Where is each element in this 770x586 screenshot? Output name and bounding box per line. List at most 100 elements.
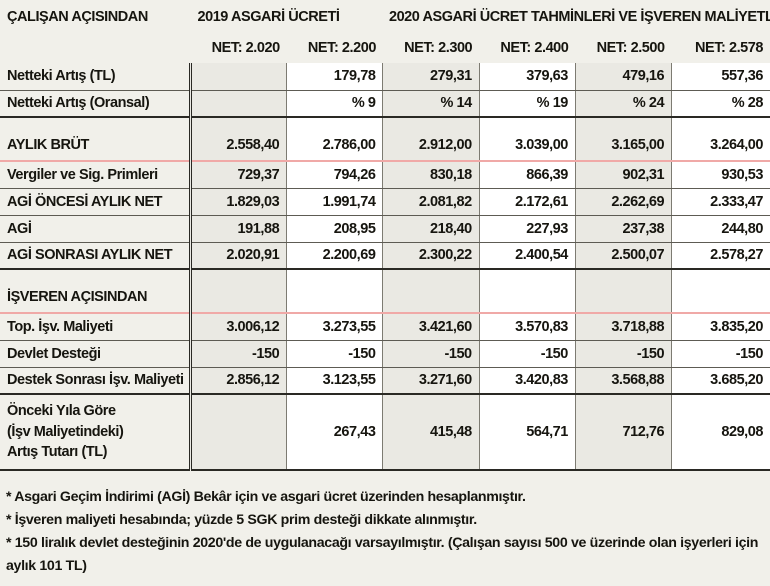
header-net-2500: NET: 2.500 (575, 33, 672, 63)
footnote-agi: * Asgari Geçim İndirimi (AGİ) Bekâr için… (6, 489, 526, 505)
spacer-cell-2 (286, 117, 383, 130)
header-net-2300: NET: 2.300 (382, 33, 480, 63)
cell-yoy-increase-6: 829,08 (671, 394, 770, 471)
cell-total-employer-cost-4: 3.570,83 (478, 313, 576, 341)
row-label-net-increase-pct: Netteki Artış (Oransal) (0, 90, 191, 118)
table-row-net-after-agi: AGİ SONRASI AYLIK NET 2.020,91 2.200,69 … (0, 242, 770, 270)
table-body: Netteki Artış (TL) 179,78 279,31 379,63 … (0, 63, 770, 471)
spacer2-cell-6 (671, 269, 770, 282)
table-row-taxes-premiums: Vergiler ve Sig. Primleri 729,37 794,26 … (0, 161, 770, 189)
row-label-agi: AGİ (0, 215, 191, 243)
cell-net-after-agi-5: 2.500,07 (574, 242, 672, 270)
spacer2-cell-label (0, 269, 190, 282)
table-row-net-increase-tl: Netteki Artış (TL) 179,78 279,31 379,63 … (0, 63, 770, 91)
cell-taxes-premiums-1: 729,37 (188, 161, 287, 189)
spacer2-cell-3 (382, 269, 480, 282)
cell-net-before-agi-4: 2.172,61 (478, 188, 576, 216)
cell-yoy-increase-4: 564,71 (478, 394, 576, 471)
section-spacer-employee (0, 117, 770, 130)
cell-monthly-gross-2: 2.786,00 (286, 130, 383, 162)
cell-net-before-agi-3: 2.081,82 (382, 188, 480, 216)
spacer-cell-5 (574, 117, 672, 130)
yoy-label-line-1: Önceki Yıla Göre (7, 403, 116, 420)
employer-heading-cell-1 (188, 282, 287, 314)
cell-net-after-agi-6: 2.578,27 (671, 242, 770, 270)
cell-net-increase-tl-1 (188, 63, 287, 91)
cell-state-support-3: -150 (382, 340, 480, 368)
cell-taxes-premiums-3: 830,18 (382, 161, 480, 189)
spacer2-cell-2 (286, 269, 383, 282)
row-label-net-increase-tl: Netteki Artış (TL) (0, 63, 191, 91)
spacer2-cell-4 (478, 269, 576, 282)
cell-state-support-2: -150 (286, 340, 383, 368)
cell-net-increase-pct-1 (188, 90, 287, 118)
cell-net-after-agi-3: 2.300,22 (382, 242, 480, 270)
cell-net-increase-tl-5: 479,16 (574, 63, 672, 91)
header-group-2020: 2020 ASGARİ ÜCRET TAHMİNLERİ VE İŞVEREN … (382, 0, 770, 33)
cell-net-increase-tl-4: 379,63 (478, 63, 576, 91)
cell-net-increase-pct-2: % 9 (286, 90, 383, 118)
cell-state-support-6: -150 (671, 340, 770, 368)
row-label-net-after-agi: AGİ SONRASI AYLIK NET (0, 242, 191, 270)
cell-monthly-gross-5: 3.165,00 (574, 130, 672, 162)
cell-agi-1: 191,88 (188, 215, 287, 243)
cell-monthly-gross-1: 2.558,40 (188, 130, 287, 162)
header-net-2400: NET: 2.400 (479, 33, 576, 63)
footnote-state-support: * 150 liralık devlet desteğinin 2020'de … (6, 535, 759, 574)
employer-heading-cell-2 (286, 282, 383, 314)
cell-net-increase-pct-5: % 24 (574, 90, 672, 118)
cell-agi-4: 227,93 (478, 215, 576, 243)
cell-monthly-gross-6: 3.264,00 (671, 130, 770, 162)
label-column-title: ÇALIŞAN AÇISINDAN (0, 0, 191, 33)
table-row-net-increase-pct: Netteki Artış (Oransal) % 9 % 14 % 19 % … (0, 90, 770, 118)
cell-yoy-increase-5: 712,76 (574, 394, 672, 471)
header-group-2019: 2019 ASGARİ ÜCRETİ (190, 0, 383, 33)
cell-agi-2: 208,95 (286, 215, 383, 243)
cell-total-employer-cost-2: 3.273,55 (286, 313, 383, 341)
cell-total-employer-cost-5: 3.718,88 (574, 313, 672, 341)
header-group-row: ÇALIŞAN AÇISINDAN 2019 ASGARİ ÜCRETİ 202… (0, 0, 770, 33)
cell-taxes-premiums-6: 930,53 (671, 161, 770, 189)
cell-net-increase-tl-3: 279,31 (382, 63, 480, 91)
header-net-row: NET: 2.020 NET: 2.200 NET: 2.300 NET: 2.… (0, 33, 770, 63)
cell-net-before-agi-6: 2.333,47 (671, 188, 770, 216)
spacer-cell-4 (478, 117, 576, 130)
row-label-yoy-increase: Önceki Yıla Göre (İşv Maliyetindeki) Art… (0, 394, 191, 471)
employer-heading-cell-4 (478, 282, 576, 314)
cell-net-increase-pct-3: % 14 (382, 90, 480, 118)
cell-taxes-premiums-2: 794,26 (286, 161, 383, 189)
cell-net-before-agi-5: 2.262,69 (574, 188, 672, 216)
table-row-employer-heading: İŞVEREN AÇISINDAN (0, 282, 770, 314)
table-row-net-before-agi: AGİ ÖNCESİ AYLIK NET 1.829,03 1.991,74 2… (0, 188, 770, 216)
table-row-yoy-increase: Önceki Yıla Göre (İşv Maliyetindeki) Art… (0, 394, 770, 471)
spacer-cell-6 (671, 117, 770, 130)
row-label-taxes-premiums: Vergiler ve Sig. Primleri (0, 161, 191, 189)
employer-heading-cell-6 (671, 282, 770, 314)
table-row-total-employer-cost: Top. İşv. Maliyeti 3.006,12 3.273,55 3.4… (0, 313, 770, 341)
section-spacer-employer (0, 269, 770, 282)
employer-heading-cell-3 (382, 282, 480, 314)
cell-state-support-4: -150 (478, 340, 576, 368)
cell-net-after-agi-1: 2.020,91 (188, 242, 287, 270)
row-label-net-before-agi: AGİ ÖNCESİ AYLIK NET (0, 188, 191, 216)
footnotes-section: * Asgari Geçim İndirimi (AGİ) Bekâr için… (0, 471, 770, 578)
cell-taxes-premiums-4: 866,39 (478, 161, 576, 189)
cell-agi-6: 244,80 (671, 215, 770, 243)
cell-net-increase-tl-6: 557,36 (671, 63, 770, 91)
table-header: ÇALIŞAN AÇISINDAN 2019 ASGARİ ÜCRETİ 202… (0, 0, 770, 63)
header-net-2020: NET: 2.020 (190, 33, 287, 63)
cell-net-increase-pct-6: % 28 (671, 90, 770, 118)
row-label-total-employer-cost: Top. İşv. Maliyeti (0, 313, 191, 341)
cell-net-increase-tl-2: 179,78 (286, 63, 383, 91)
row-label-state-support: Devlet Desteği (0, 340, 191, 368)
row-label-cost-after-support: Destek Sonrası İşv. Maliyeti (0, 367, 191, 395)
cell-yoy-increase-3: 415,48 (382, 394, 480, 471)
cell-yoy-increase-2: 267,43 (286, 394, 383, 471)
cell-net-before-agi-1: 1.829,03 (188, 188, 287, 216)
employer-heading-cell-5 (574, 282, 672, 314)
cell-net-after-agi-2: 2.200,69 (286, 242, 383, 270)
table-row-monthly-gross: AYLIK BRÜT 2.558,40 2.786,00 2.912,00 3.… (0, 130, 770, 162)
cell-net-increase-pct-4: % 19 (478, 90, 576, 118)
cell-total-employer-cost-6: 3.835,20 (671, 313, 770, 341)
header-net-2200: NET: 2.200 (286, 33, 383, 63)
